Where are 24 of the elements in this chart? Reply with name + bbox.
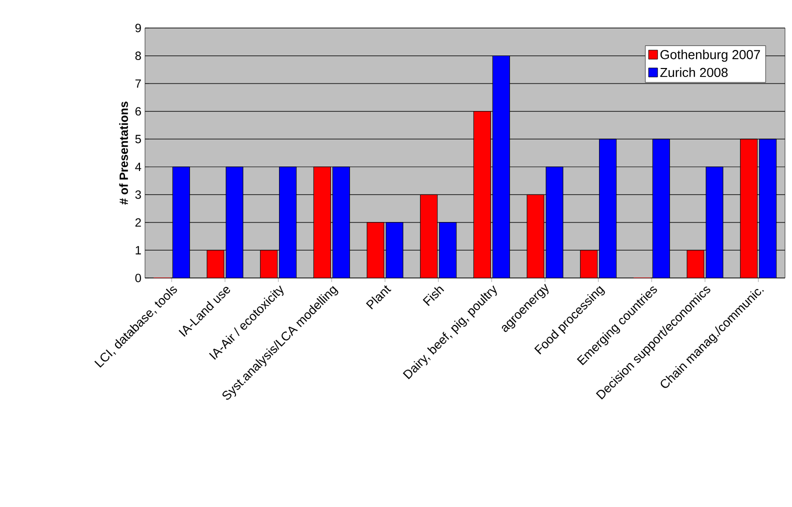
- y-tick-label: 6: [135, 107, 141, 116]
- y-tick-label: 2: [135, 218, 141, 227]
- bar: [740, 138, 758, 278]
- bar: [420, 194, 438, 278]
- y-tick-label: 9: [135, 24, 141, 32]
- y-tick-label: 0: [135, 274, 142, 282]
- y-tick-label: 8: [135, 52, 141, 60]
- bar: [526, 194, 544, 278]
- bar: [473, 111, 491, 278]
- x-tick-label: Fish: [422, 286, 444, 306]
- legend-label: Gothenburg 2007: [660, 50, 760, 62]
- legend-label: Zurich 2008: [660, 68, 728, 78]
- y-tick-label: 7: [135, 79, 141, 88]
- y-tick-label: 5: [135, 134, 141, 144]
- bar: [260, 250, 278, 278]
- y-axis-title: # of Presentations: [119, 102, 128, 205]
- y-tick-label: 3: [135, 190, 141, 199]
- bar: [206, 250, 224, 278]
- bar: [366, 222, 384, 278]
- y-tick-label: 4: [135, 162, 142, 171]
- bar: [313, 166, 331, 278]
- y-tick-label: 1: [136, 246, 141, 254]
- bar: [686, 250, 704, 278]
- bar: [580, 250, 598, 278]
